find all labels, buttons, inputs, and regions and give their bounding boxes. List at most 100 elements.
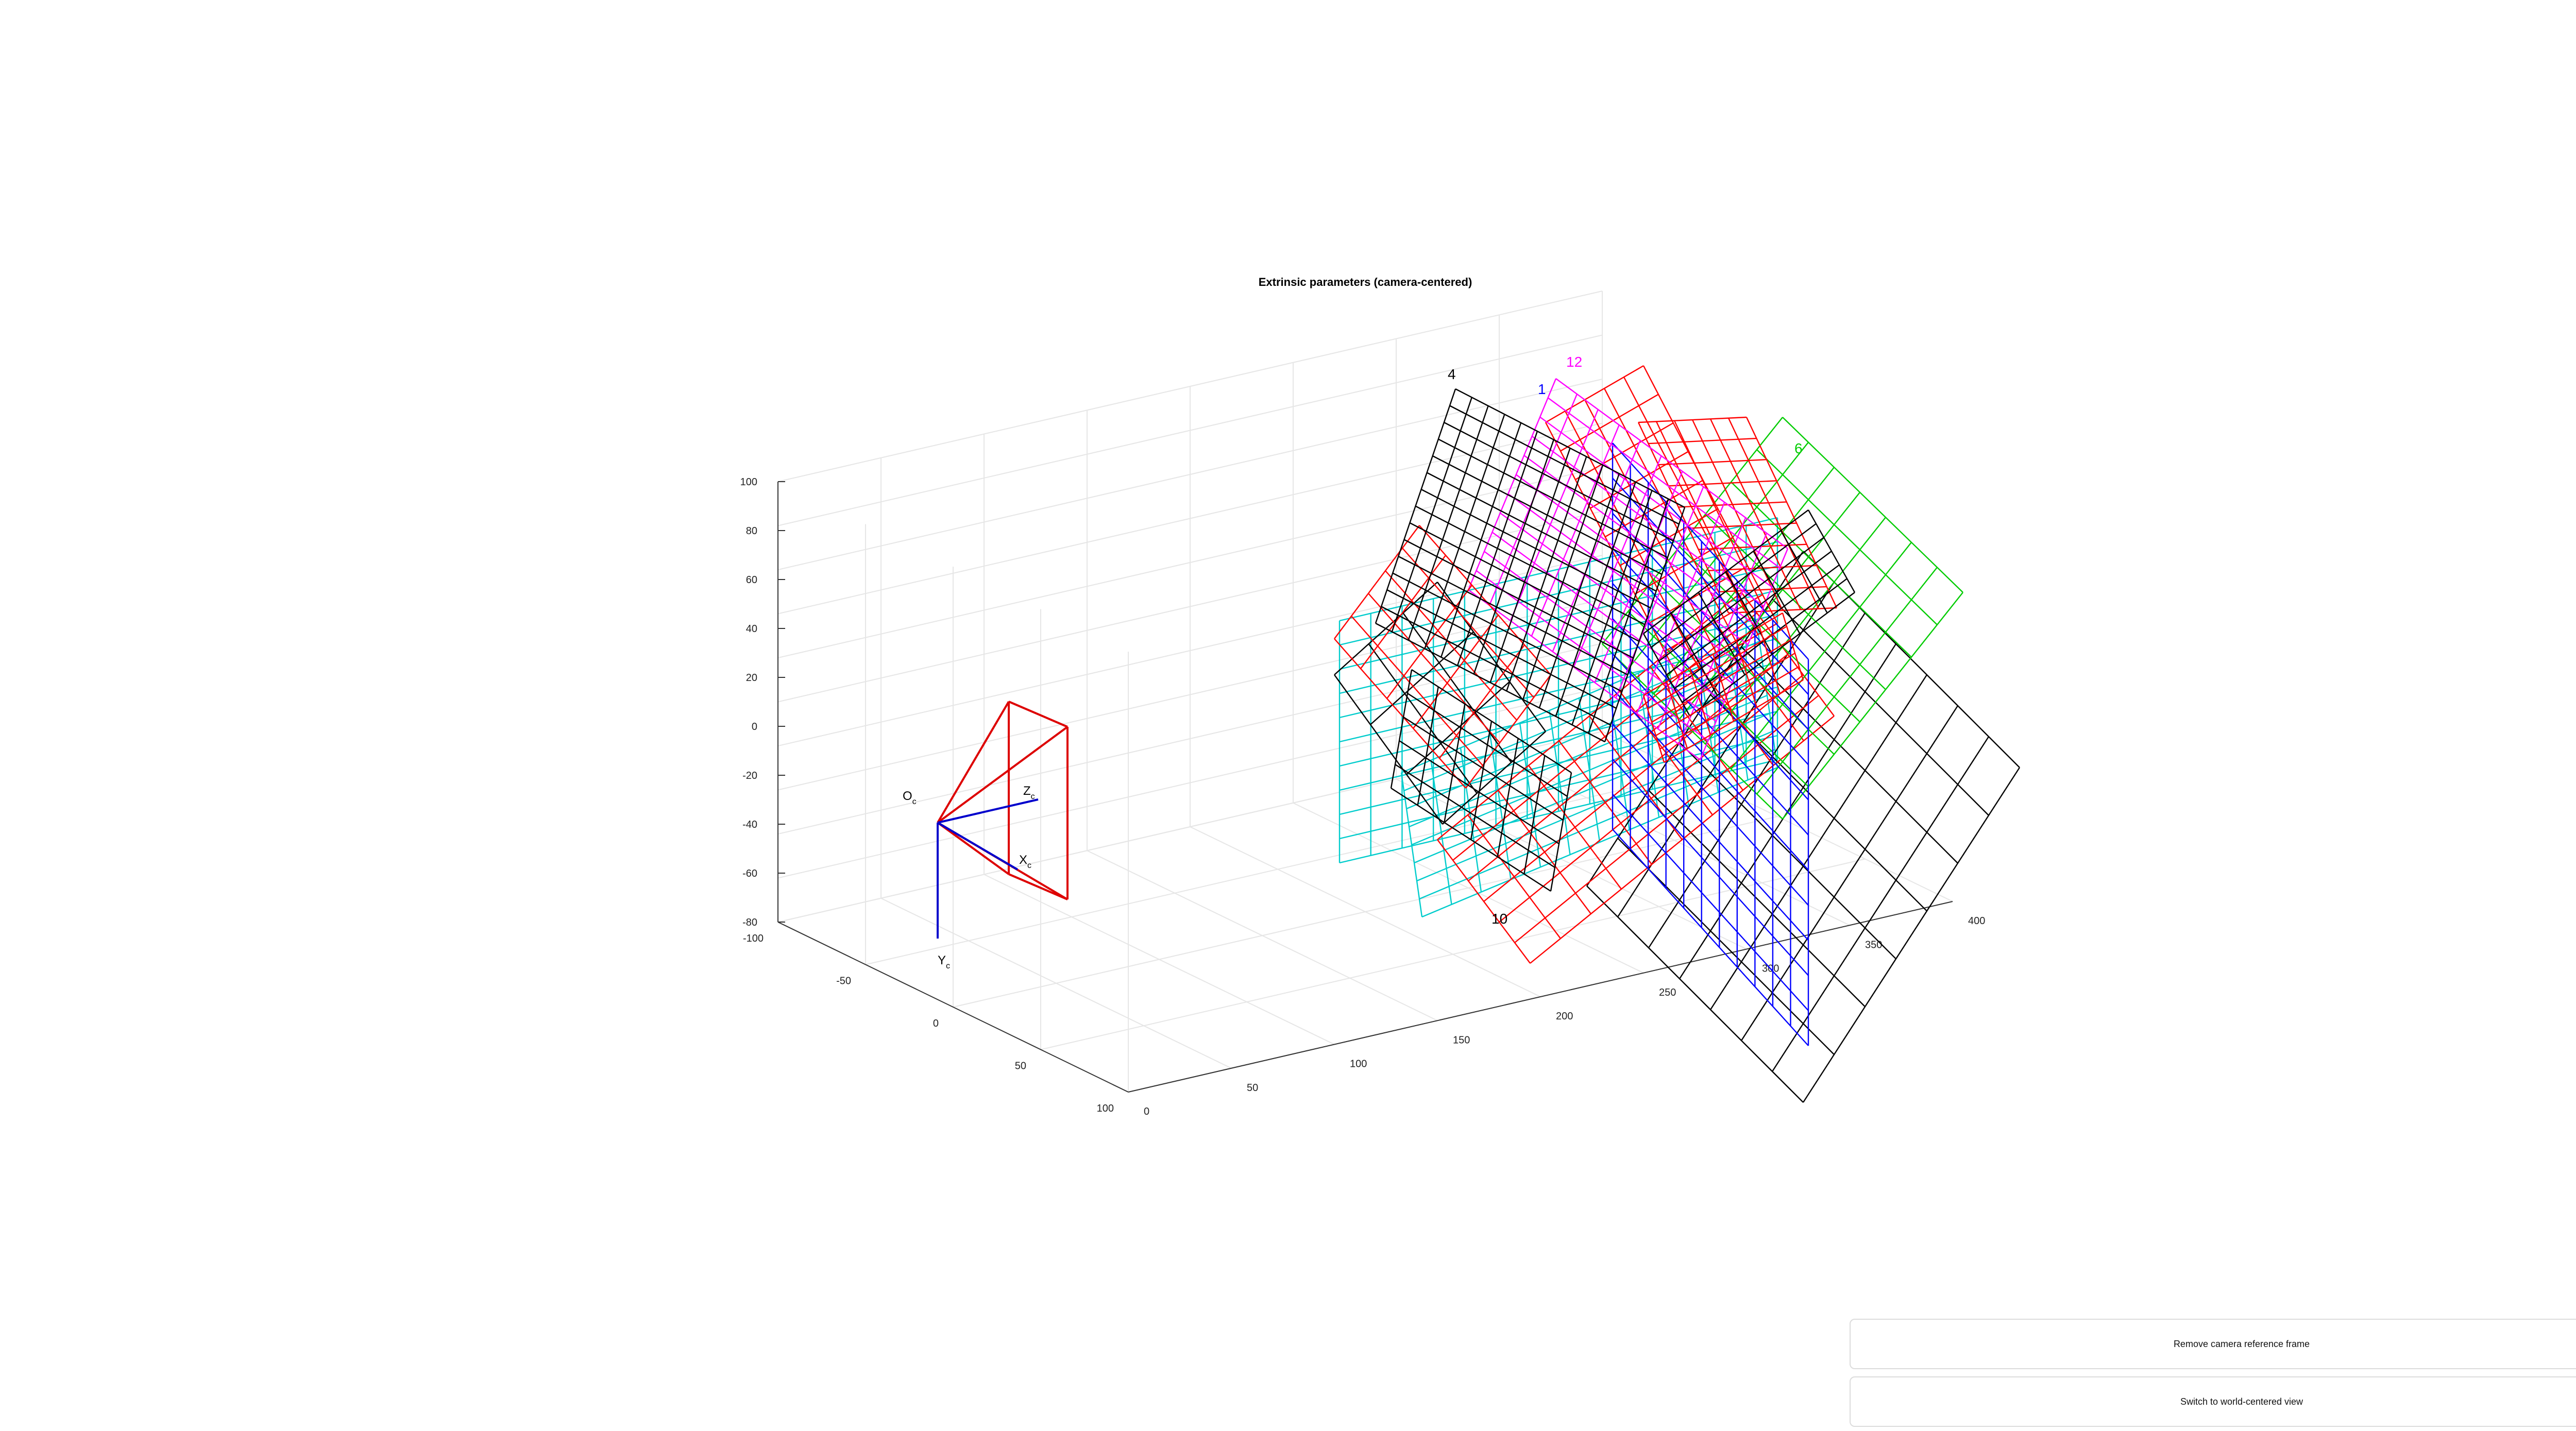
plane-red-mid-line	[1603, 388, 1739, 646]
plane-label-6: 6	[1794, 440, 1803, 456]
plane-6-line	[1705, 517, 1886, 745]
plane-1-line	[1612, 618, 1809, 836]
plane-red-top-line	[1745, 417, 1838, 608]
plane-red-top-line	[1668, 480, 1777, 487]
plane-red-mid-line	[1560, 394, 1659, 452]
plane-1-line	[1612, 442, 1809, 660]
plane-12-line	[1510, 409, 1599, 621]
plane-red-right-line	[1647, 625, 1787, 710]
plane-red-top-line	[1638, 416, 1747, 423]
plane-red-low-line	[1499, 674, 1804, 923]
plane-red-right-line	[1712, 654, 1735, 722]
camera-z-label: Zc	[1023, 784, 1035, 801]
x-tick-label: 100	[1097, 1103, 1114, 1114]
plane-red-left-line	[1413, 615, 1499, 729]
plane-red-mid-line	[1642, 365, 1778, 624]
plane-10-line	[1709, 674, 1928, 1010]
depth-tick-label: 400	[1968, 915, 1985, 927]
grid-line	[865, 773, 1690, 965]
plane-red-left	[1334, 525, 1551, 789]
vertical-tick-label: 100	[740, 476, 757, 488]
plane-red-right-line	[1651, 639, 1791, 723]
plane-4-line	[1398, 555, 1628, 676]
plane-12-line	[1468, 589, 1701, 760]
plane-10-small-line	[1395, 763, 1555, 868]
plane-1-line	[1612, 478, 1809, 695]
plane-red-right-line	[1643, 612, 1783, 696]
plane-1-line	[1612, 513, 1809, 730]
plane-10-line	[1617, 582, 1835, 917]
plane-cyan-2-line	[1419, 748, 1775, 900]
depth-axis-line	[1128, 901, 1953, 1093]
plane-4-line	[1409, 522, 1639, 642]
plane-red-right	[1642, 612, 1804, 763]
plane-12	[1467, 378, 1789, 760]
plane-back-black-line	[1682, 578, 1848, 703]
plane-6-line	[1653, 467, 1835, 694]
switch-world-view-button[interactable]: Switch to world-centered view	[1850, 1376, 2576, 1427]
plane-6-line	[1628, 441, 1809, 670]
x-tick-label: -100	[743, 933, 764, 944]
plane-10-small-line	[1403, 716, 1564, 821]
plane-4-line	[1455, 388, 1685, 508]
plane-back-black-line	[1666, 551, 1832, 675]
plane-red-low-line	[1530, 716, 1835, 964]
camera-origin-label: Oc	[903, 789, 917, 806]
camera-frame: Oc Zc Xc Yc	[903, 701, 1069, 970]
plane-10-small-line	[1411, 669, 1572, 774]
plane-1-line	[1612, 723, 1809, 941]
plane-12-line	[1594, 471, 1683, 683]
plane-red-right-line	[1689, 668, 1711, 736]
frustum-edge	[937, 726, 1069, 824]
plane-red-mid-line	[1545, 365, 1644, 423]
plane-6-line	[1756, 567, 1938, 795]
grid-line	[953, 816, 1778, 1008]
plane-back-black-line	[1651, 523, 1817, 648]
plane-red-top-line	[1709, 418, 1802, 610]
plane-red-left-line	[1334, 525, 1420, 639]
depth-tick-label: 0	[1144, 1106, 1149, 1117]
vertical-tick-label: 80	[746, 525, 757, 537]
vertical-tick-label: 20	[746, 672, 757, 684]
plane-1-line	[1612, 758, 1809, 976]
camera-x-axis	[937, 822, 1019, 871]
plane-cyan-1-line	[1339, 759, 1778, 864]
vertical-tick-label: 60	[746, 574, 757, 586]
frustum-edge	[1008, 701, 1068, 728]
calibration-planes: 4 1 12 6 10	[1334, 354, 2021, 1103]
plane-red-mid-line	[1623, 377, 1759, 635]
plane-red-left-line	[1385, 570, 1517, 721]
remove-camera-frame-button[interactable]: Remove camera reference frame	[1850, 1319, 2576, 1369]
plane-red-mid-line	[1575, 422, 1674, 481]
vertical-tick-label: -60	[742, 868, 757, 879]
plane-10-line	[1586, 551, 1804, 887]
camera-y-label: Yc	[938, 953, 950, 970]
plane-red-right-line	[1655, 652, 1795, 737]
plane-red-left-line	[1386, 585, 1472, 699]
plane-red-top-line	[1648, 437, 1757, 445]
plane-10-line	[1586, 885, 1804, 1103]
plane-12-line	[1636, 502, 1725, 714]
plane-4-line	[1444, 421, 1674, 542]
plane-red-left-line	[1402, 548, 1534, 698]
plane-12-line	[1531, 424, 1620, 637]
plane-10-line	[1648, 612, 1866, 948]
plane-red-top-line	[1655, 421, 1748, 612]
plane-label-1: 1	[1538, 381, 1546, 397]
plane-cyan-2-line	[1401, 622, 1757, 774]
plane-12-line	[1678, 533, 1768, 745]
plane-back-black-line	[1643, 509, 1809, 634]
vertical-tick-label: 0	[752, 721, 757, 732]
plane-4-line	[1381, 606, 1611, 726]
plane-10-line	[1772, 599, 1989, 816]
frustum-edge	[1008, 873, 1068, 900]
plane-6-line	[1705, 514, 1886, 690]
plane-black-small-line	[1442, 731, 1546, 825]
axes-lines	[777, 482, 1953, 1093]
x-tick-label: 50	[1015, 1061, 1026, 1072]
x-axis-line	[777, 922, 1129, 1093]
plane-4-line	[1415, 505, 1646, 625]
plane-12-line	[1531, 435, 1765, 607]
depth-tick-label: 350	[1865, 939, 1882, 950]
plane-10-small-line	[1550, 772, 1572, 892]
